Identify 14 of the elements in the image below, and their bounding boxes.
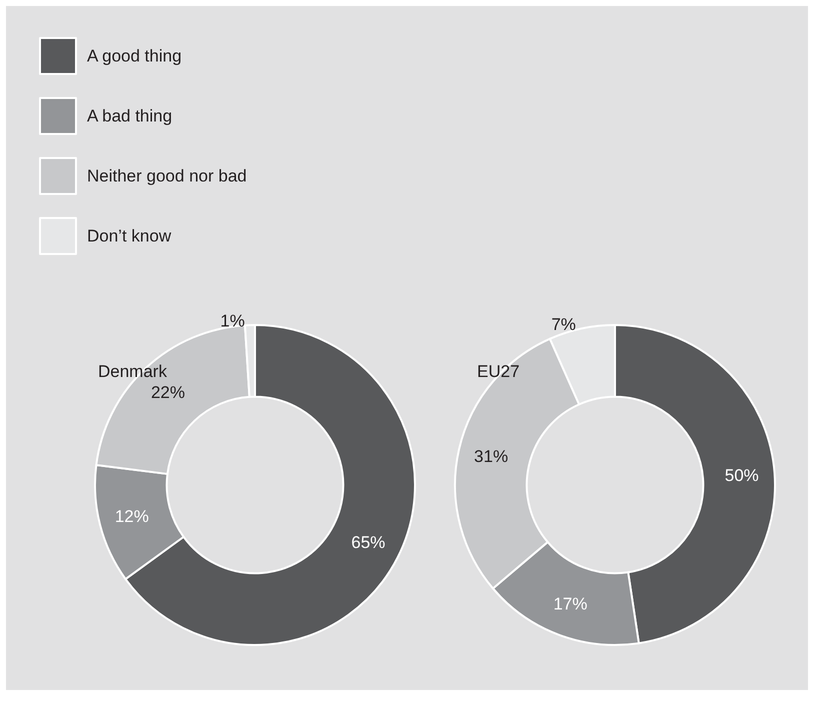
- slice-label: EU27: [477, 362, 520, 381]
- data-label: 50%: [724, 466, 759, 485]
- data-label: 65%: [351, 533, 386, 552]
- data-label: 1%: [220, 312, 245, 331]
- legend-label: Neither good nor bad: [87, 166, 247, 186]
- data-label: 22%: [150, 382, 185, 402]
- legend-label: A bad thing: [87, 106, 172, 126]
- legend-label: A good thing: [87, 46, 182, 66]
- slice-label: Denmark: [98, 362, 168, 381]
- data-label: 7%: [551, 315, 576, 334]
- data-label: 17%: [553, 594, 588, 614]
- legend-label: Don’t know: [87, 226, 172, 246]
- data-label: 12%: [114, 507, 149, 526]
- data-label: 31%: [474, 447, 508, 466]
